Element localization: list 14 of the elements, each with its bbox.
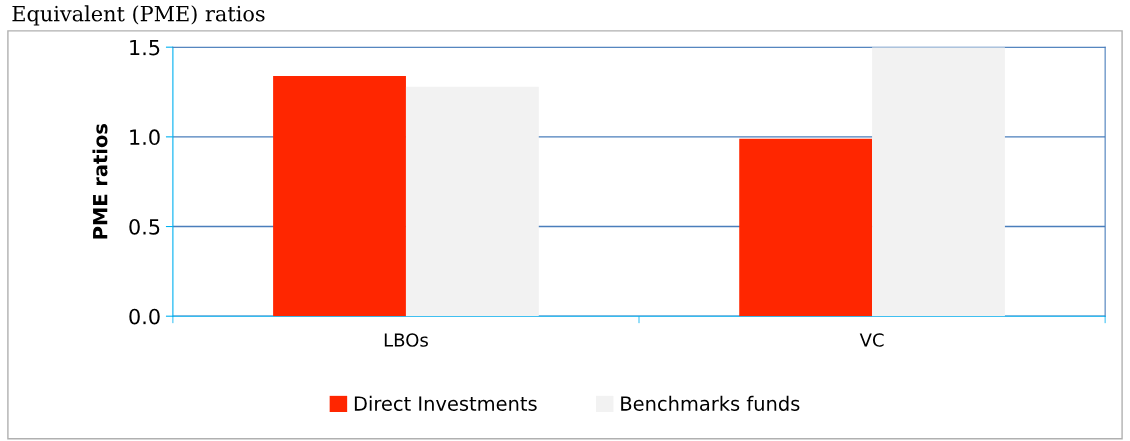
y-tick-label: 0.5: [129, 218, 160, 235]
legend-label: Benchmarks funds: [621, 395, 800, 411]
y-tick-label: 1.0: [130, 129, 160, 146]
text: Equivalent (PME) ratios: [12, 5, 265, 26]
x-tick-label: VC: [859, 333, 884, 347]
bar: [739, 138, 873, 317]
y-axis-title: PME ratios: [92, 123, 108, 239]
bar: [405, 86, 539, 317]
bar: [872, 47, 1005, 317]
y-tick-label: 0.0: [129, 308, 160, 325]
legend-label: Direct Investments: [354, 395, 537, 411]
bar: [273, 75, 406, 317]
x-tick-label: LBOs: [384, 333, 428, 347]
y-tick-label: 1.5: [130, 39, 160, 56]
